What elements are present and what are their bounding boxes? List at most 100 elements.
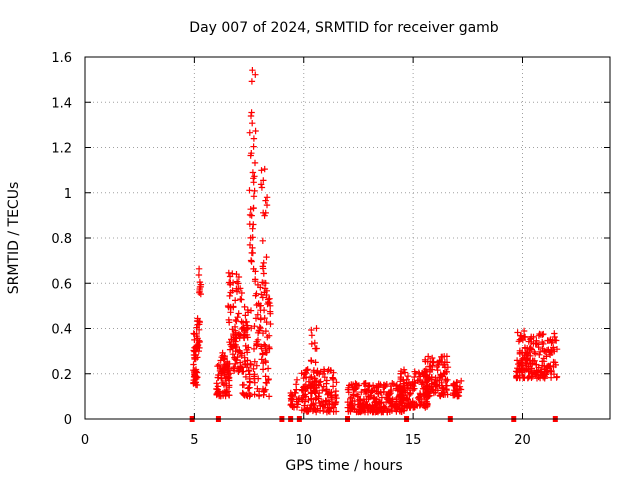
y-tick-label: 1.6 — [51, 51, 72, 66]
data-point — [252, 315, 260, 322]
data-point — [251, 159, 259, 167]
data-point — [422, 358, 429, 365]
data-point — [258, 167, 265, 174]
data-point — [426, 363, 433, 370]
data-point — [240, 381, 248, 389]
data-point — [228, 336, 235, 343]
data-point — [250, 204, 257, 212]
data-point — [354, 393, 361, 400]
data-point — [261, 289, 268, 296]
data-point — [370, 404, 377, 411]
data-point — [257, 307, 264, 314]
data-point — [524, 360, 532, 367]
data-point — [307, 390, 315, 397]
data-point — [437, 372, 444, 379]
data-point — [369, 403, 376, 411]
data-point — [242, 312, 249, 319]
data-point — [314, 367, 321, 374]
data-point — [262, 373, 269, 380]
data-point — [215, 371, 222, 379]
data-point — [523, 355, 530, 362]
data-point — [432, 387, 439, 394]
data-point — [424, 402, 431, 409]
y-tick-label: 1.2 — [51, 142, 72, 157]
data-point — [312, 359, 319, 366]
data-point — [547, 368, 554, 375]
data-point — [235, 330, 243, 338]
y-tick-label: 0.8 — [51, 232, 72, 247]
data-point — [308, 373, 315, 380]
data-point — [236, 347, 243, 354]
data-point — [245, 367, 252, 374]
data-point — [438, 353, 445, 361]
data-point — [357, 407, 364, 415]
data-point — [240, 332, 247, 340]
data-point — [521, 352, 528, 359]
data-point — [455, 392, 463, 400]
data-point — [406, 389, 414, 397]
data-point — [436, 374, 444, 381]
data-point — [332, 387, 340, 395]
data-point — [265, 298, 272, 306]
data-point — [259, 263, 266, 270]
data-point — [251, 323, 258, 330]
data-point — [430, 379, 438, 386]
data-point — [242, 373, 250, 381]
data-point — [196, 338, 203, 346]
data-point — [378, 407, 385, 414]
data-point — [259, 279, 266, 286]
data-point — [539, 362, 546, 369]
data-point — [227, 303, 234, 311]
data-point — [220, 355, 228, 363]
y-tick-label: 0.2 — [51, 368, 72, 383]
data-point — [548, 347, 556, 354]
data-point — [398, 408, 405, 415]
data-point — [437, 392, 444, 400]
data-point — [518, 358, 525, 366]
data-point — [412, 370, 419, 377]
data-point — [193, 342, 200, 349]
data-point — [253, 340, 260, 347]
data-point — [332, 398, 340, 406]
data-point — [237, 295, 244, 303]
data-point — [245, 390, 253, 397]
data-point — [514, 374, 521, 381]
data-point — [346, 382, 353, 389]
data-point — [247, 112, 255, 120]
data-point — [351, 405, 358, 413]
data-point — [516, 365, 523, 372]
data-point — [417, 401, 424, 409]
data-points — [190, 67, 561, 416]
data-point — [190, 373, 198, 380]
data-point — [287, 395, 295, 402]
data-point — [249, 225, 256, 232]
data-point — [246, 220, 253, 228]
y-axis-label: SRMTID / TECUs — [6, 182, 22, 295]
data-point — [382, 405, 389, 412]
data-point — [250, 135, 258, 142]
data-point — [232, 341, 239, 349]
data-point — [249, 169, 257, 176]
data-point — [409, 386, 417, 394]
data-point — [257, 325, 264, 332]
data-point — [307, 384, 314, 391]
data-point — [259, 294, 266, 301]
data-point — [312, 378, 319, 385]
data-point — [434, 366, 441, 374]
data-point — [253, 301, 260, 309]
data-point — [422, 379, 430, 386]
data-point — [324, 368, 331, 375]
data-point — [332, 408, 340, 415]
data-point — [428, 366, 436, 373]
data-point — [415, 376, 423, 384]
data-point — [310, 383, 317, 390]
data-point — [220, 381, 228, 388]
data-point — [267, 302, 274, 309]
data-point — [232, 297, 239, 304]
data-point — [240, 368, 247, 375]
data-point — [228, 343, 235, 350]
data-point — [518, 362, 526, 369]
data-point — [513, 357, 521, 364]
data-point — [244, 306, 251, 314]
